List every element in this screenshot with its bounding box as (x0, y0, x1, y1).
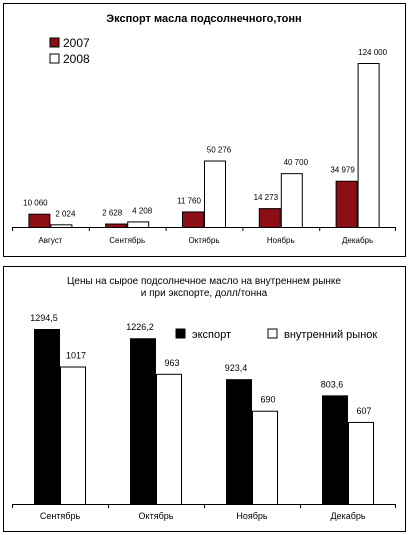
chart-title-line: и при экспорте, долл/тонна (141, 288, 268, 299)
bar-экспорт (322, 395, 348, 505)
data-label-2008: 50 276 (207, 146, 232, 155)
bar-2007 (28, 213, 51, 229)
bar-2008 (204, 160, 226, 228)
bar-2007 (258, 208, 281, 228)
legend-label-2007: 2007 (63, 36, 90, 50)
export-chart: Экспорт масла подсолнечного,тонн 2007 2008… (12, 13, 396, 245)
legend-swatch-2007 (49, 37, 60, 48)
data-label-2007: 14 273 (254, 193, 279, 202)
legend-swatch-внутренний-рынок (267, 328, 278, 339)
data-label-внутренний-рынок: 963 (164, 358, 179, 368)
data-label-внутренний-рынок: 690 (260, 395, 275, 405)
x-tick-label: Октябрь (139, 511, 174, 521)
data-label-внутренний-рынок: 1017 (66, 351, 86, 361)
bar-внутренний-рынок (348, 421, 374, 505)
data-label-экспорт: 923,4 (225, 363, 248, 373)
data-label-2007: 2 628 (102, 209, 123, 218)
bar-2007 (105, 223, 128, 229)
data-label-2008: 40 700 (284, 158, 309, 167)
x-tick-label: Август (38, 236, 62, 245)
data-label-2008: 4 208 (132, 206, 153, 215)
data-label-2008: 124 000 (358, 48, 387, 57)
x-tick-label: Ноябрь (236, 511, 268, 521)
bar-2007 (335, 180, 358, 229)
price-chart: Цены на сырое подсолнечное масло на внут… (12, 276, 396, 521)
data-label-внутренний-рынок: 607 (356, 406, 371, 416)
bar-2008 (357, 63, 380, 228)
price-chart-panel: Цены на сырое подсолнечное масло на внут… (3, 266, 406, 532)
bar-экспорт (226, 379, 252, 505)
data-label-2007: 10 060 (23, 199, 48, 208)
export-chart-panel: Экспорт масла подсолнечного,тонн 2007 2008… (3, 3, 406, 257)
bar-внутренний-рынок (156, 373, 182, 505)
bar-экспорт (34, 329, 60, 505)
chart-title: Экспорт масла подсолнечного,тонн (106, 13, 301, 25)
bar-2008 (280, 173, 303, 229)
x-tick-label: Октябрь (188, 236, 219, 245)
x-tick-label: Ноябрь (267, 236, 295, 245)
bar-внутренний-рынок (60, 366, 86, 505)
x-tick-label: Сентябрь (109, 236, 145, 245)
legend-swatch-2008 (49, 53, 60, 64)
x-tick-label: Декабрь (342, 236, 373, 245)
legend-swatch-экспорт (175, 328, 186, 339)
legend-label-экспорт: экспорт (192, 329, 231, 341)
bar-внутренний-рынок (252, 410, 278, 506)
chart-title-line: Цены на сырое подсолнечное масло на внут… (67, 276, 341, 287)
bar-2008 (50, 224, 73, 228)
legend-label-внутренний-рынок: внутренний рынок (284, 329, 377, 341)
data-label-экспорт: 1226,2 (126, 322, 154, 332)
data-label-2008: 2 024 (55, 209, 76, 218)
x-tick-label: Декабрь (330, 511, 365, 521)
bar-2008 (127, 221, 150, 229)
legend-label-2008: 2008 (63, 52, 90, 66)
bar-2007 (182, 211, 204, 229)
data-label-экспорт: 803,6 (321, 379, 344, 389)
data-label-2007: 34 979 (330, 166, 355, 175)
x-tick-label: Сентябрь (40, 511, 81, 521)
data-label-экспорт: 1294,5 (30, 313, 58, 323)
data-label-2007: 11 760 (177, 196, 201, 205)
bar-экспорт (130, 338, 156, 505)
